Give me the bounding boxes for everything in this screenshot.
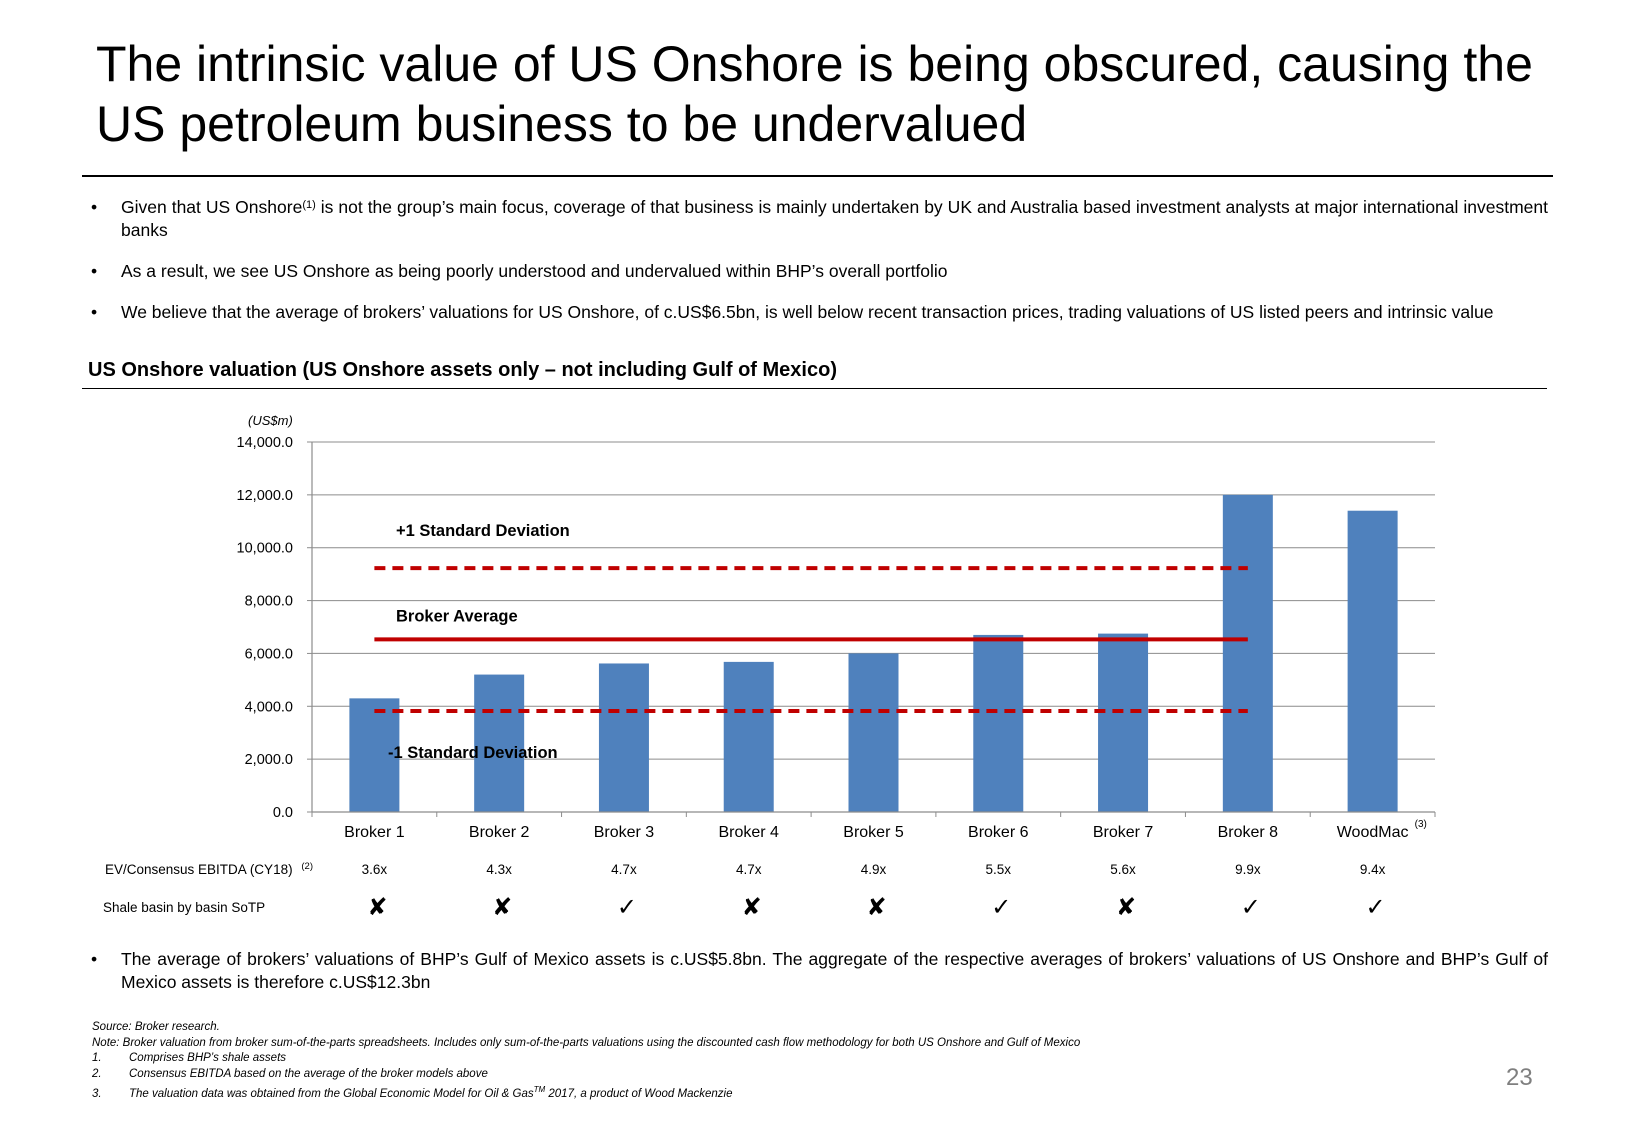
bullet-symbol: •	[91, 261, 98, 281]
bullet-item: • We believe that the average of brokers…	[88, 301, 1548, 324]
check-icon: ✓	[991, 894, 1011, 921]
bullet-list: • Given that US Onshore(1) is not the gr…	[88, 196, 1548, 342]
footnote-item: 3. The valuation data was obtained from t…	[92, 1082, 1080, 1102]
slide-title: The intrinsic value of US Onshore is bei…	[96, 36, 1533, 152]
section-divider	[82, 388, 1547, 389]
footnote-text: 2017, a product of Wood Mackenzie	[545, 1087, 733, 1100]
bottom-bullet: • The average of brokers’ valuations of …	[88, 948, 1548, 1012]
y-tick-label: 12,000.0	[237, 488, 293, 504]
bullet-symbol: •	[91, 302, 98, 322]
row-label: Shale basin by basin SoTP	[103, 900, 265, 915]
row-value: 5.5x	[986, 862, 1012, 877]
cross-icon: ✘	[367, 894, 387, 921]
y-tick-label: 0.0	[273, 805, 293, 821]
y-tick-label: 14,000.0	[237, 435, 293, 451]
bar	[723, 661, 774, 812]
bullet-item: • The average of brokers’ valuations of …	[88, 948, 1548, 994]
y-tick-label: 10,000.0	[237, 541, 293, 557]
bar	[973, 634, 1024, 812]
row-value: 4.9x	[861, 862, 887, 877]
row-value: 5.6x	[1110, 862, 1136, 877]
x-tick-label: Broker 1	[344, 824, 405, 841]
bullet-item: • As a result, we see US Onshore as bein…	[88, 260, 1548, 283]
cross-icon: ✘	[492, 894, 512, 921]
trademark-sup: TM	[533, 1085, 546, 1094]
footnotes: Source: Broker research. Note: Broker va…	[92, 1020, 1080, 1102]
check-icon: ✓	[1241, 894, 1261, 921]
footnote-number: 2.	[92, 1067, 102, 1080]
bullet-text: The average of brokers’ valuations of BH…	[121, 949, 1548, 992]
x-tick-label: WoodMac	[1337, 824, 1409, 841]
y-tick-label: 2,000.0	[245, 752, 293, 768]
bar	[474, 674, 525, 812]
title-divider	[82, 175, 1553, 177]
cross-icon: ✘	[1116, 894, 1136, 921]
x-tick-label: Broker 4	[718, 824, 779, 841]
reference-line-label: +1 Standard Deviation	[396, 522, 570, 540]
bullet-text: We believe that the average of brokers’ …	[121, 302, 1494, 322]
row-value: 4.7x	[611, 862, 637, 877]
x-tick-label: Broker 7	[1093, 824, 1154, 841]
footnote-text: Consensus EBITDA based on the average of…	[129, 1067, 488, 1080]
row-label: EV/Consensus EBITDA (CY18)	[105, 862, 293, 877]
bullet-symbol: •	[91, 949, 98, 969]
x-tick-label: Broker 6	[968, 824, 1029, 841]
bullet-text: As a result, we see US Onshore as being …	[121, 261, 948, 281]
footnote-source: Source: Broker research.	[92, 1021, 220, 1033]
row-value: 4.3x	[486, 862, 512, 877]
footnote-note: Note: Broker valuation from broker sum-o…	[92, 1036, 1081, 1049]
footnote-item: 1. Comprises BHP’s shale assets	[92, 1051, 1080, 1067]
bar	[1222, 494, 1273, 812]
y-tick-label: 8,000.0	[245, 594, 293, 610]
y-unit-label: (US$m)	[248, 413, 293, 428]
bar	[1347, 510, 1398, 812]
footnote-text: The valuation data was obtained from the…	[129, 1087, 534, 1100]
footnote-text: Comprises BHP’s shale assets	[129, 1052, 287, 1064]
chart-section-title: US Onshore valuation (US Onshore assets …	[88, 359, 837, 381]
x-tick-label: Broker 5	[843, 824, 904, 841]
bar	[1098, 633, 1149, 812]
bullet-text: is not the group’s main focus, coverage …	[121, 197, 1549, 240]
row-value: 4.7x	[736, 862, 762, 877]
footnote-ref: (1)	[302, 199, 316, 211]
row-value: 9.4x	[1360, 862, 1386, 877]
footnote-number: 1.	[92, 1052, 102, 1064]
row-value: 9.9x	[1235, 862, 1261, 877]
check-icon: ✓	[1366, 894, 1386, 921]
reference-line-label: -1 Standard Deviation	[388, 744, 558, 762]
row-value: 3.6x	[362, 862, 388, 877]
y-tick-label: 6,000.0	[245, 646, 293, 662]
page-number: 23	[1506, 1064, 1533, 1091]
reference-line-label: Broker Average	[396, 607, 518, 625]
x-tick-label: Broker 2	[469, 824, 530, 841]
bullet-text: Given that US Onshore	[121, 197, 303, 217]
y-tick-label: 4,000.0	[245, 699, 293, 715]
bullet-symbol: •	[91, 197, 98, 217]
footnote-number: 3.	[92, 1087, 102, 1100]
valuation-bar-chart: (US$m) 0.0 2,000.0 4,000.0 6,000.0 8,000.0 10,…	[103, 413, 1436, 921]
bar	[848, 653, 899, 812]
footnote-item: 2. Consensus EBITDA based on the average …	[92, 1067, 1080, 1083]
cross-icon: ✘	[866, 894, 886, 921]
cross-icon: ✘	[742, 894, 762, 921]
x-tick-label: Broker 3	[594, 824, 655, 841]
bar	[349, 698, 400, 812]
x-tick-superscript: (3)	[1415, 819, 1427, 830]
row-label-superscript: (2)	[301, 861, 313, 872]
bullet-item: • Given that US Onshore(1) is not the gr…	[88, 196, 1548, 242]
bar	[598, 663, 649, 812]
x-tick-label: Broker 8	[1218, 824, 1279, 841]
check-icon: ✓	[617, 894, 637, 921]
